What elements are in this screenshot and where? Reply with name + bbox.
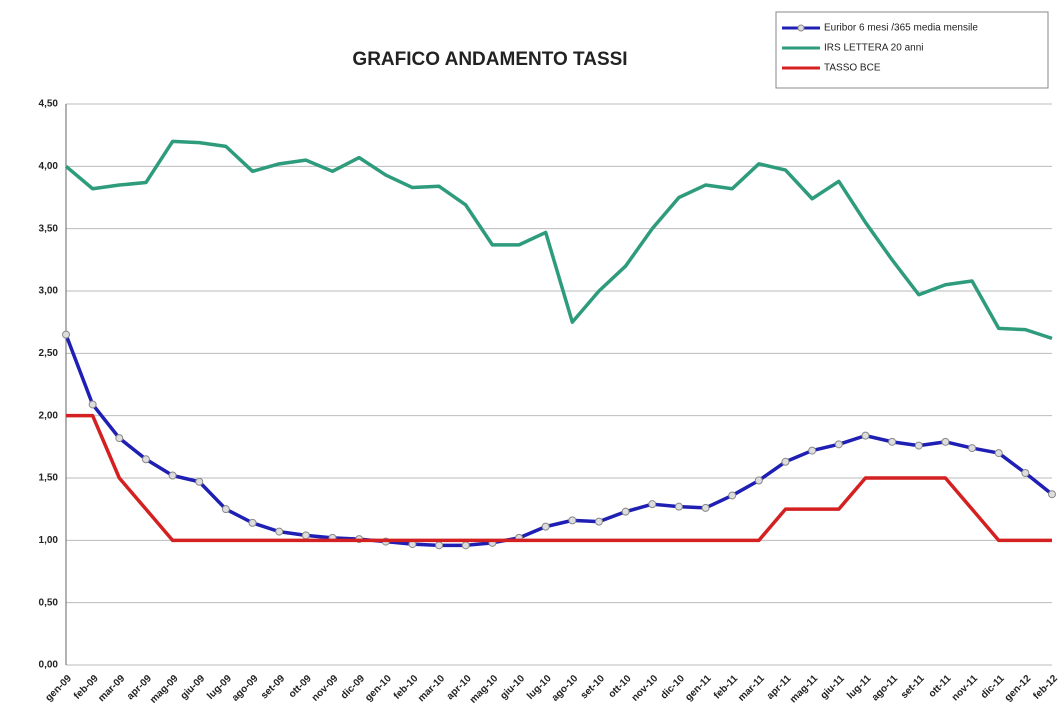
legend-marker	[797, 24, 805, 32]
y-tick-label: 4,50	[39, 99, 59, 110]
x-tick-label: gen-12	[1003, 673, 1034, 704]
x-tick-label: lug-11	[845, 673, 874, 702]
y-tick-label: 2,00	[39, 410, 59, 421]
x-tick-label: ago-10	[550, 673, 581, 704]
x-tick-label: feb-12	[1031, 673, 1060, 702]
x-tick-label: gen-10	[363, 673, 394, 704]
y-tick-label: 0,50	[39, 597, 59, 608]
x-tick-label: lug-10	[525, 673, 554, 702]
series-line	[66, 413, 1052, 543]
x-tick-label: gen-11	[683, 673, 713, 703]
x-tick-label: mar-09	[96, 673, 127, 704]
point	[834, 440, 843, 449]
point	[115, 434, 124, 443]
x-tick-label: dic-10	[659, 673, 688, 702]
point	[781, 457, 790, 466]
point	[701, 503, 710, 512]
legend-box	[775, 11, 1049, 89]
legend-label: IRS LETTERA 20 anni	[824, 43, 924, 54]
x-tick-label: mag-11	[788, 673, 820, 705]
y-tick-label: 3,50	[39, 223, 59, 234]
x-tick-label: lug-09	[205, 673, 234, 702]
x-tick-label: nov-11	[950, 673, 980, 703]
point	[861, 431, 870, 440]
x-tick-label: ago-09	[230, 673, 261, 704]
point	[808, 446, 817, 455]
point	[888, 437, 897, 446]
point	[275, 527, 284, 536]
point	[301, 531, 310, 540]
x-tick-label: giu-11	[819, 673, 848, 702]
point	[728, 491, 737, 500]
point	[221, 505, 230, 514]
x-tick-label: mar-11	[736, 673, 767, 704]
y-tick-label: 2,50	[39, 348, 59, 359]
point	[141, 455, 150, 464]
x-tick-label: nov-09	[310, 673, 341, 704]
point	[435, 541, 444, 550]
point	[754, 476, 763, 485]
point	[941, 437, 950, 446]
point	[248, 518, 257, 527]
point	[1048, 490, 1056, 499]
y-tick-label: 4,00	[39, 161, 59, 172]
point	[168, 471, 177, 480]
y-tick-label: 1,50	[39, 473, 59, 484]
x-tick-label: set-09	[259, 673, 288, 702]
point	[994, 449, 1003, 458]
y-tick-label: 1,00	[39, 535, 59, 546]
series-line	[64, 334, 1054, 548]
point	[914, 441, 923, 450]
x-tick-label: ago-11	[870, 673, 900, 703]
x-tick-label: gen-09	[43, 673, 74, 704]
point	[648, 500, 657, 509]
point	[674, 502, 683, 511]
x-tick-label: mar-10	[416, 673, 447, 704]
x-tick-label: set-10	[579, 673, 608, 702]
chart-title: GRAFICO ANDAMENTO TASSI	[352, 49, 627, 70]
legend-label: TASSO BCE	[824, 63, 881, 74]
point	[88, 400, 97, 409]
y-tick-label: 3,00	[39, 286, 59, 297]
x-tick-label: giu-09	[179, 673, 208, 702]
point	[195, 477, 204, 486]
legend-label: Euribor 6 mesi /365 media mensile	[824, 23, 978, 34]
point	[621, 507, 630, 516]
x-tick-label: mag-10	[468, 673, 501, 706]
point	[62, 330, 70, 339]
x-tick-label: giu-10	[498, 673, 527, 702]
point	[1021, 469, 1030, 478]
series-line	[64, 139, 1053, 341]
x-tick-label: set-11	[899, 673, 927, 701]
point	[594, 517, 603, 526]
point	[461, 541, 470, 550]
point	[568, 516, 577, 525]
y-tick-label: 0,00	[39, 660, 59, 671]
x-tick-label: mag-09	[148, 673, 181, 706]
point	[541, 522, 550, 531]
x-tick-label: nov-10	[630, 673, 661, 704]
point	[968, 444, 977, 453]
